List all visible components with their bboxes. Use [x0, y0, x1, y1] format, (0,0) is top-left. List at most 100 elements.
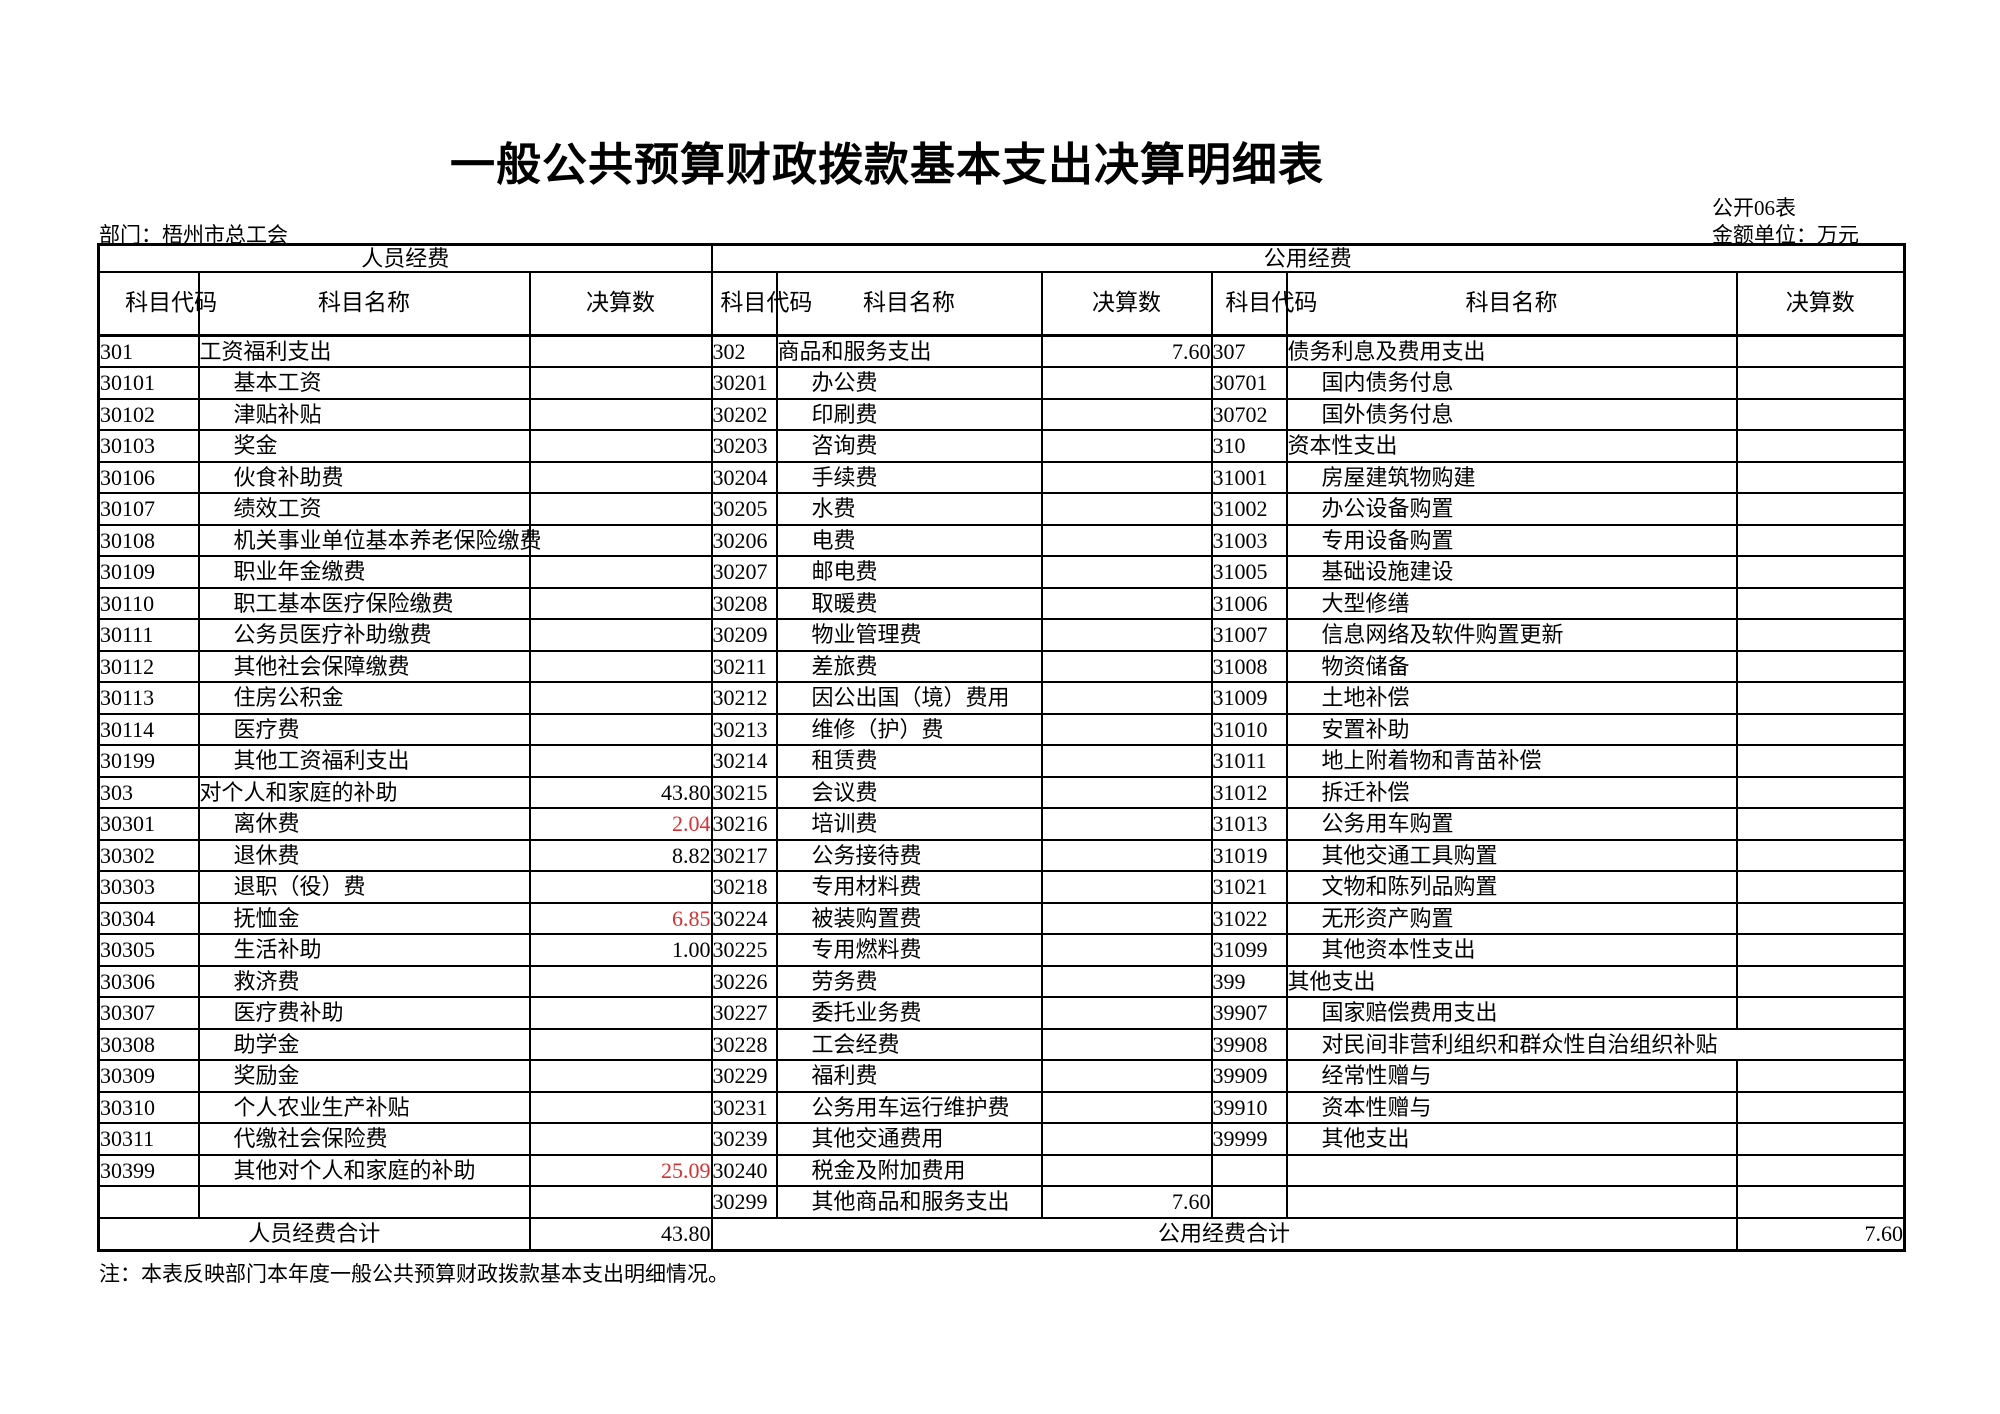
- amount-cell: [528, 996, 713, 1030]
- amount-cell: [1735, 996, 1906, 1030]
- section-header-row: 人员经费 公用经费: [97, 243, 1906, 273]
- subject-code-cell: [97, 1185, 200, 1219]
- subject-name-cell: 物资储备: [1285, 649, 1738, 683]
- subject-name-cell: 大型修缮: [1285, 586, 1738, 620]
- amount-cell: [1735, 681, 1906, 715]
- subject-code-cell: 307: [1210, 334, 1288, 368]
- subject-code-cell: 30202: [710, 397, 778, 431]
- col-header-name: 科目名称: [1285, 270, 1738, 337]
- amount-cell: 25.09: [528, 1153, 713, 1187]
- subject-name-cell: 医疗费: [197, 712, 531, 746]
- subject-code-cell: 30216: [710, 807, 778, 841]
- subject-name-cell: 助学金: [197, 1027, 531, 1061]
- subject-name-cell: 邮电费: [775, 555, 1043, 589]
- amount-cell: [1735, 901, 1906, 935]
- subject-name-cell: 咨询费: [775, 429, 1043, 463]
- subject-code-cell: 31001: [1210, 460, 1288, 494]
- subject-name-cell: 医疗费补助: [197, 996, 531, 1030]
- amount-cell: [1735, 397, 1906, 431]
- subject-code-cell: 399: [1210, 964, 1288, 998]
- subject-code-cell: 30227: [710, 996, 778, 1030]
- personnel-total-label: 人员经费合计: [97, 1216, 531, 1252]
- subject-name-cell: 其他支出: [1285, 964, 1738, 998]
- subject-code-cell: 30201: [710, 366, 778, 400]
- subject-name-cell: 会议费: [775, 775, 1043, 809]
- public-total-label: 公用经费合计: [710, 1216, 1738, 1252]
- subject-code-cell: 30225: [710, 933, 778, 967]
- subject-code-cell: 30214: [710, 744, 778, 778]
- amount-cell: [528, 964, 713, 998]
- subject-code-cell: 39999: [1210, 1122, 1288, 1156]
- col-header-name: 科目名称: [197, 270, 531, 337]
- subject-code-cell: 30304: [97, 901, 200, 935]
- subject-name-cell: [1285, 1185, 1738, 1219]
- subject-code-cell: 30702: [1210, 397, 1288, 431]
- subject-code-cell: 30229: [710, 1059, 778, 1093]
- subject-code-cell: 39907: [1210, 996, 1288, 1030]
- subject-name-cell: 生活补助: [197, 933, 531, 967]
- amount-cell: [1735, 1059, 1906, 1093]
- subject-code-cell: 30111: [97, 618, 200, 652]
- subject-name-cell: 国外债务付息: [1285, 397, 1738, 431]
- subject-code-cell: 30103: [97, 429, 200, 463]
- subject-code-cell: 30240: [710, 1153, 778, 1187]
- subject-code-cell: 39908: [1210, 1027, 1288, 1061]
- amount-cell: [1735, 555, 1906, 589]
- subject-code-cell: 30301: [97, 807, 200, 841]
- subject-code-cell: [1210, 1185, 1288, 1219]
- subject-code-cell: 30107: [97, 492, 200, 526]
- table-row: 303 对个人和家庭的补助 43.80 30215 会议费 31012 拆迁补偿: [97, 775, 1906, 809]
- subject-name-cell: 津贴补贴: [197, 397, 531, 431]
- table-row: 30305 生活补助 1.00 30225 专用燃料费 31099 其他资本性支…: [97, 933, 1906, 967]
- amount-cell: 8.82: [528, 838, 713, 872]
- subject-code-cell: 30212: [710, 681, 778, 715]
- col-header-code-label: 科目代码: [125, 289, 218, 315]
- table-row: 30102 津贴补贴 30202 印刷费 30702 国外债务付息: [97, 397, 1906, 431]
- amount-cell: [1735, 1027, 1906, 1061]
- page-title: 一般公共预算财政拨款基本支出决算明细表: [449, 140, 1324, 190]
- col-header-value: 决算数: [1735, 270, 1906, 337]
- amount-cell: [1040, 397, 1213, 431]
- amount-cell: [528, 1185, 713, 1219]
- subject-name-cell: 公务员医疗补助缴费: [197, 618, 531, 652]
- amount-cell: [1040, 838, 1213, 872]
- col-header-code-label: 科目代码: [1225, 289, 1318, 315]
- col-header-code-label: 科目代码: [720, 289, 813, 315]
- amount-cell: [1040, 555, 1213, 589]
- subject-code-cell: 30102: [97, 397, 200, 431]
- table-row: 30107 绩效工资 30205 水费 31002 办公设备购置: [97, 492, 1906, 526]
- subject-name-cell: 奖金: [197, 429, 531, 463]
- subject-code-cell: 30213: [710, 712, 778, 746]
- subject-code-cell: 31002: [1210, 492, 1288, 526]
- subject-name-cell: 商品和服务支出: [775, 334, 1043, 368]
- table-row: 30108 机关事业单位基本养老保险缴费 30206 电费 31003 专用设备…: [97, 523, 1906, 557]
- amount-cell: [1735, 429, 1906, 463]
- subject-name-cell: 其他对个人和家庭的补助: [197, 1153, 531, 1187]
- subject-code-cell: 31022: [1210, 901, 1288, 935]
- subject-code-cell: 30228: [710, 1027, 778, 1061]
- amount-cell: [1735, 1185, 1906, 1219]
- amount-cell: [1735, 334, 1906, 368]
- subject-code-cell: 30203: [710, 429, 778, 463]
- subject-name-cell: 拆迁补偿: [1285, 775, 1738, 809]
- subject-name-cell: 地上附着物和青苗补偿: [1285, 744, 1738, 778]
- amount-cell: [528, 492, 713, 526]
- subject-code-cell: 30309: [97, 1059, 200, 1093]
- subject-name-cell: 对民间非营利组织和群众性自治组织补贴: [1285, 1027, 1737, 1061]
- amount-cell: [528, 681, 713, 715]
- table-body: 301 工资福利支出 302 商品和服务支出 7.60 307 债务利息及费用支…: [97, 334, 1906, 1219]
- amount-cell: [1735, 838, 1906, 872]
- table-row: 30307 医疗费补助 30227 委托业务费 39907 国家赔偿费用支出: [97, 996, 1906, 1030]
- subject-name-cell: 福利费: [775, 1059, 1043, 1093]
- subject-name-cell: 租赁费: [775, 744, 1043, 778]
- subject-code-cell: 30114: [97, 712, 200, 746]
- subject-code-cell: 301: [97, 334, 200, 368]
- amount-cell: [1040, 492, 1213, 526]
- column-header-row: 科目代码 科目名称 决算数 科目代码 科目名称 决算数 科目代码 科目名称 决算…: [97, 270, 1906, 337]
- subject-name-cell: 被装购置费: [775, 901, 1043, 935]
- subject-name-cell: 信息网络及软件购置更新: [1285, 618, 1738, 652]
- subject-code-cell: [1210, 1153, 1288, 1187]
- subject-code-cell: 31021: [1210, 870, 1288, 904]
- table-row: 30106 伙食补助费 30204 手续费 31001 房屋建筑物购建: [97, 460, 1906, 494]
- subject-name-cell: [1285, 1153, 1738, 1187]
